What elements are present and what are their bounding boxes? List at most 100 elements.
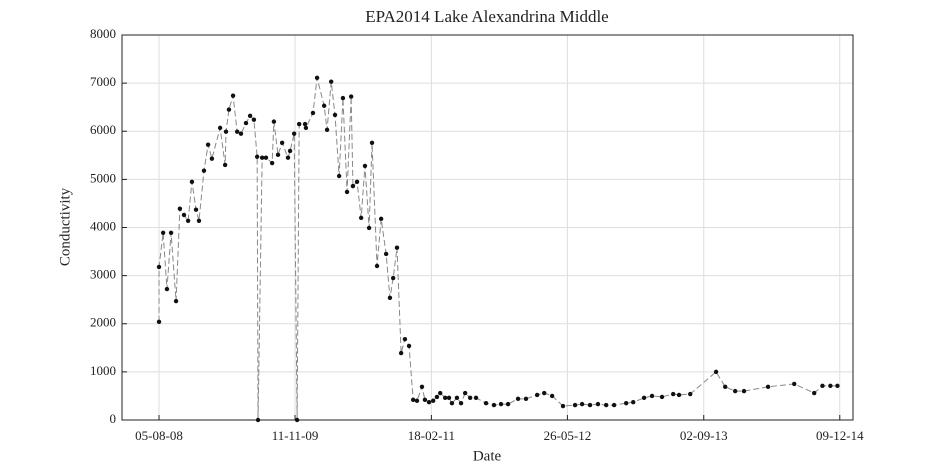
y-tick-label: 4000 [90, 218, 116, 233]
data-point [263, 155, 269, 160]
data-point [542, 390, 547, 396]
data-point [434, 394, 440, 400]
x-axis-label: Date [473, 448, 502, 464]
data-point [243, 120, 249, 126]
data-point [226, 107, 232, 112]
data-point [324, 127, 330, 133]
data-point [209, 156, 215, 161]
data-point [587, 402, 593, 408]
data-point [549, 393, 555, 399]
data-point [828, 383, 833, 389]
x-tick-label: 09-12-14 [816, 428, 864, 443]
data-point [430, 398, 436, 403]
y-tick-label: 0 [110, 411, 117, 426]
data-point [676, 392, 682, 398]
data-line [158, 77, 838, 421]
data-point [269, 160, 275, 166]
data-point [287, 148, 293, 154]
data-point [336, 173, 342, 179]
data-point [271, 119, 277, 124]
data-point [238, 131, 244, 136]
data-point [560, 403, 566, 409]
data-point [156, 319, 162, 325]
data-point [230, 93, 236, 98]
data-point [350, 183, 356, 189]
data-point [340, 95, 346, 101]
data-point [670, 391, 676, 397]
data-point [414, 398, 420, 403]
data-point [659, 394, 665, 400]
data-point [394, 245, 400, 250]
data-point [362, 163, 368, 169]
y-tick-label: 2000 [90, 315, 116, 330]
data-point [812, 390, 817, 396]
data-point [321, 103, 327, 108]
data-point [631, 399, 636, 405]
data-point [205, 142, 211, 147]
data-point [177, 206, 183, 211]
data-point [348, 94, 354, 99]
data-point [234, 129, 240, 134]
y-tick-label: 1000 [90, 363, 116, 378]
data-point [369, 140, 375, 145]
data-point [419, 384, 425, 389]
data-point [732, 388, 738, 394]
data-point [603, 402, 609, 408]
data-point [222, 162, 228, 168]
data-point [437, 390, 443, 396]
data-point [765, 384, 771, 389]
data-point [201, 168, 207, 173]
x-tick-label: 11-11-09 [272, 428, 319, 443]
data-point [835, 383, 840, 389]
data-point [279, 140, 285, 145]
data-point [398, 350, 404, 356]
data-point [193, 207, 199, 212]
data-point [792, 381, 797, 387]
data-point [579, 401, 585, 407]
data-point [383, 251, 389, 257]
data-point [189, 179, 195, 184]
data-point [217, 125, 223, 131]
data-point [458, 400, 464, 406]
data-point [523, 396, 529, 402]
data-point [285, 155, 291, 160]
data-point [344, 189, 350, 195]
y-tick-label: 3000 [90, 267, 116, 282]
data-point [722, 384, 728, 389]
x-tick-label: 02-09-13 [680, 428, 728, 443]
data-point [185, 218, 191, 223]
data-point [473, 395, 479, 401]
data-point [505, 401, 511, 407]
data-point [173, 298, 179, 304]
data-point [713, 369, 719, 375]
y-tick-label: 5000 [90, 170, 116, 185]
data-point [483, 400, 489, 406]
data-point [390, 275, 396, 281]
y-tick-label: 7000 [90, 74, 116, 89]
data-point [611, 402, 617, 408]
data-point [623, 400, 629, 406]
data-point [302, 121, 308, 127]
data-point [378, 216, 384, 222]
data-point [454, 395, 460, 401]
data-point [294, 417, 300, 423]
data-point [402, 336, 408, 342]
data-point [196, 218, 202, 223]
data-point [410, 397, 416, 402]
y-tick-label: 6000 [90, 122, 116, 137]
x-tick-label: 05-08-08 [135, 428, 183, 443]
data-point [641, 395, 647, 401]
chart-title: EPA2014 Lake Alexandrina Middle [365, 7, 608, 26]
plot-frame [121, 34, 854, 421]
data-point [498, 401, 504, 407]
data-point [160, 230, 166, 235]
data-point [422, 397, 428, 402]
data-point [156, 264, 162, 270]
data-point [247, 113, 253, 119]
data-point [462, 390, 468, 396]
data-point [491, 402, 497, 408]
data-point [406, 343, 412, 349]
data-point [366, 225, 372, 231]
